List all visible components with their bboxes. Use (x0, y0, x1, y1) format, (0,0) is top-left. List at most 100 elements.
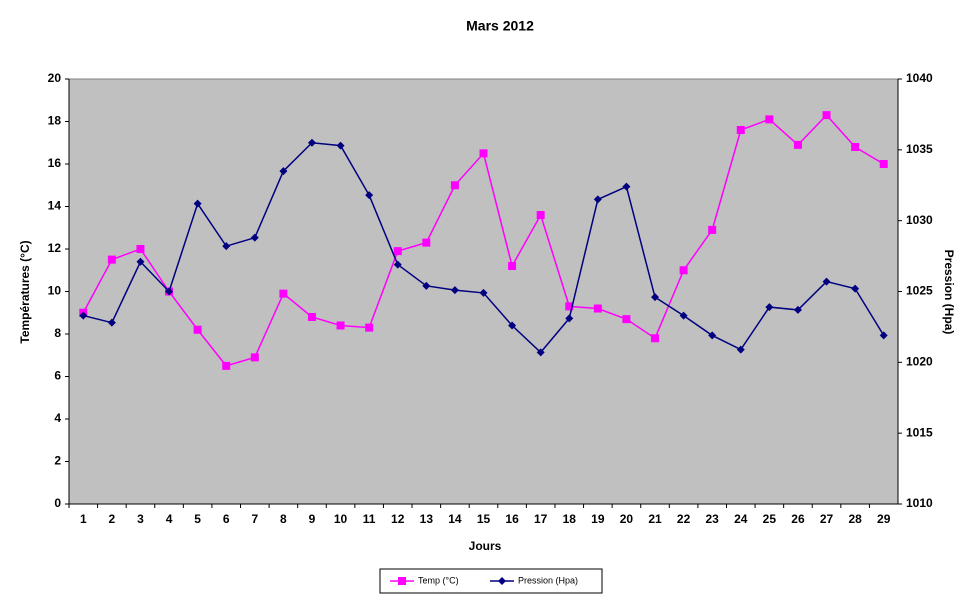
point (279, 167, 288, 176)
x-tick-label: 11 (363, 512, 376, 526)
x-tick-label: 2 (109, 512, 116, 526)
point (222, 242, 231, 251)
chart-title: Mars 2012 (466, 18, 534, 34)
point (765, 303, 774, 312)
y-tick-label: 20 (48, 71, 62, 85)
y2-tick-label: 1030 (906, 213, 933, 227)
y-tick-label: 6 (54, 369, 61, 383)
legend: Temp (°C) Pression (Hpa) (379, 568, 603, 594)
point (736, 126, 745, 134)
legend-marker (498, 577, 506, 585)
y2-tick-label: 1025 (906, 284, 933, 298)
point (822, 277, 831, 286)
point (365, 191, 374, 200)
x-tick-label: 20 (620, 512, 634, 526)
y-tick-label: 12 (48, 241, 62, 255)
x-tick-label: 16 (505, 512, 519, 526)
point (508, 321, 517, 330)
point (765, 115, 774, 124)
point (107, 255, 116, 264)
y2-tick-label: 1020 (906, 355, 933, 369)
y2-tick-label: 1035 (906, 142, 933, 156)
x-tick-label: 1 (80, 512, 87, 526)
point (165, 287, 174, 296)
point (365, 323, 374, 332)
point (622, 182, 631, 191)
point (708, 331, 717, 340)
x-tick-label: 12 (391, 512, 405, 526)
legend-label: Pression (Hpa) (518, 575, 578, 585)
point (851, 284, 860, 293)
point (651, 293, 660, 302)
y-tick-label: 16 (48, 156, 62, 170)
legend-label: Temp (°C) (418, 575, 459, 585)
x-tick-label: 21 (648, 512, 662, 526)
x-tick-label: 14 (448, 512, 462, 526)
point (136, 245, 145, 253)
point (651, 334, 660, 343)
y2-tick-label: 1010 (906, 496, 933, 510)
x-tick-label: 28 (848, 512, 862, 526)
point (879, 331, 888, 340)
point (250, 233, 259, 242)
point (793, 305, 802, 314)
y-tick-label: 10 (48, 284, 62, 298)
point (793, 140, 802, 149)
point (822, 111, 831, 120)
y2-tick-label: 1015 (906, 425, 933, 439)
x-tick-label: 9 (309, 512, 316, 526)
x-tick-label: 26 (791, 512, 805, 526)
point (593, 304, 602, 313)
point (307, 138, 316, 147)
point (393, 247, 402, 256)
x-axis-label: Jours (469, 539, 502, 553)
x-tick-label: 25 (763, 512, 777, 526)
point (79, 311, 88, 320)
y-tick-label: 2 (54, 454, 61, 468)
point (279, 289, 288, 298)
point (336, 141, 345, 150)
point (450, 286, 459, 295)
point (250, 353, 259, 362)
point (422, 281, 431, 290)
point (307, 313, 316, 321)
point (565, 314, 574, 323)
y-tick-label: 14 (48, 199, 62, 213)
x-tick-label: 17 (534, 512, 548, 526)
y-tick-label: 0 (54, 496, 61, 510)
legend-marker (398, 577, 406, 585)
x-tick-label: 3 (137, 512, 144, 526)
point (708, 225, 717, 234)
point (622, 315, 631, 324)
x-tick-label: 10 (334, 512, 348, 526)
point (107, 318, 116, 327)
x-tick-label: 18 (563, 512, 577, 526)
x-tick-label: 24 (734, 512, 748, 526)
point (679, 311, 688, 320)
x-tick-label: 22 (677, 512, 691, 526)
y-axis-label: Températures (°C) (18, 240, 32, 343)
point (336, 321, 345, 330)
x-tick-label: 4 (166, 512, 173, 526)
y2-axis-label: Pression (Hpa) (942, 250, 956, 335)
point (193, 199, 202, 208)
x-tick-label: 6 (223, 512, 230, 526)
x-tick-label: 19 (591, 512, 605, 526)
x-tick-label: 7 (251, 512, 258, 526)
x-tick-label: 8 (280, 512, 287, 526)
point (422, 238, 431, 247)
point (851, 143, 860, 151)
point (136, 257, 145, 266)
point (536, 211, 545, 219)
x-tick-label: 29 (877, 512, 891, 526)
point (479, 288, 488, 297)
point (393, 260, 402, 269)
y-tick-label: 18 (48, 114, 62, 128)
point (508, 262, 517, 270)
point (450, 181, 459, 190)
x-tick-label: 23 (706, 512, 720, 526)
point (193, 325, 202, 334)
point (736, 345, 745, 354)
x-tick-label: 27 (820, 512, 834, 526)
y2-tick-label: 1040 (906, 71, 933, 85)
